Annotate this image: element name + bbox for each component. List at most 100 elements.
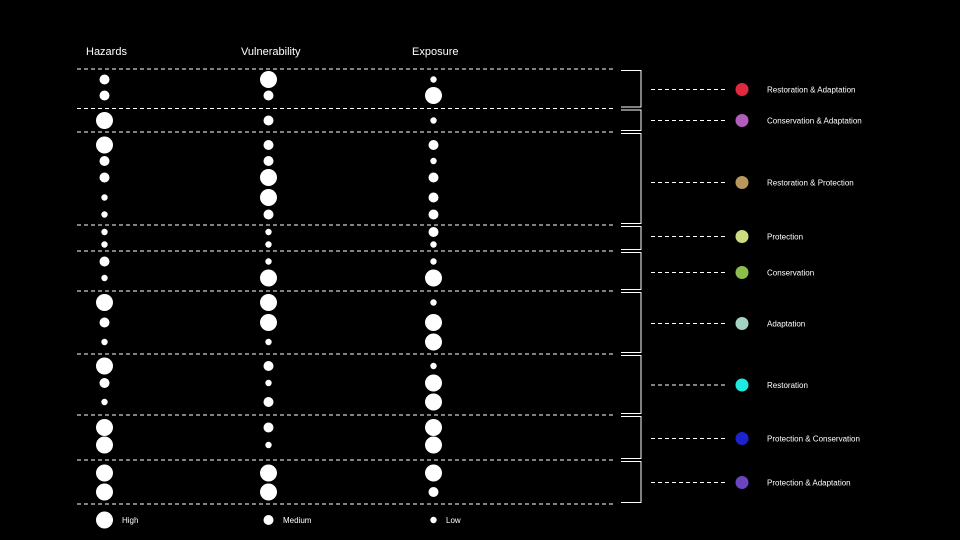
category-color-dot xyxy=(735,176,749,189)
group-bracket xyxy=(621,252,642,290)
hazards-dot-high xyxy=(96,464,113,482)
vulnerability-dot-high xyxy=(260,169,277,186)
category-label: Protection & Adaptation xyxy=(767,479,851,488)
category-color-dot xyxy=(735,317,749,330)
group-bracket xyxy=(621,461,642,503)
category-color-dot xyxy=(735,266,749,279)
exposure-dot-low xyxy=(430,362,437,370)
exposure-dot-medium xyxy=(428,209,439,220)
category-color-dot xyxy=(735,378,749,392)
exposure-dot-medium xyxy=(428,172,439,183)
vulnerability-dot-medium xyxy=(263,209,274,220)
vulnerability-dot-high xyxy=(260,314,277,331)
hazards-header: Hazards xyxy=(86,46,127,58)
group-bracket xyxy=(621,226,642,250)
vulnerability-dot-medium xyxy=(263,115,274,126)
legend-high-label: High xyxy=(122,516,138,525)
hazards-dot-medium xyxy=(99,256,110,267)
category-color-dot xyxy=(735,230,749,243)
vulnerability-dot-low xyxy=(265,241,272,248)
exposure-dot-medium xyxy=(428,140,439,150)
exposure-dot-medium xyxy=(428,227,439,237)
vulnerability-dot-high xyxy=(260,269,277,287)
vulnerability-dot-high xyxy=(260,483,277,501)
vulnerability-dot-low xyxy=(265,338,272,346)
exposure-dot-low xyxy=(430,258,437,265)
exposure-dot-high xyxy=(425,436,442,454)
hazards-dot-high xyxy=(96,436,113,454)
hazards-dot-low xyxy=(101,274,108,282)
category-label: Protection xyxy=(767,233,803,242)
vulnerability-header: Vulnerability xyxy=(241,46,301,58)
hazards-dot-medium xyxy=(99,172,110,183)
hazards-dot-low xyxy=(101,211,108,218)
vulnerability-dot-medium xyxy=(263,140,274,150)
exposure-dot-high xyxy=(425,314,442,331)
vulnerability-dot-high xyxy=(260,189,277,206)
legend-high-dot xyxy=(96,511,113,529)
hazards-dot-high xyxy=(96,357,113,375)
hazards-dot-medium xyxy=(99,317,110,328)
hazards-dot-medium xyxy=(99,74,110,85)
category-label: Conservation xyxy=(767,269,814,278)
group-bracket xyxy=(621,109,642,131)
size-legend: High Medium Low xyxy=(96,511,461,529)
exposure-dot-medium xyxy=(428,192,439,203)
category-label: Restoration & Adaptation xyxy=(767,86,856,95)
diagram-body: Restoration & Adaptation Conservation & A… xyxy=(77,68,862,505)
legend-low-dot xyxy=(430,516,437,524)
exposure-dot-low xyxy=(430,117,437,124)
category-color-dot xyxy=(735,476,749,489)
exposure-dot-high xyxy=(425,333,442,351)
exposure-dot-high xyxy=(425,464,442,482)
hazards-dot-medium xyxy=(99,90,110,101)
vulnerability-dot-high xyxy=(260,71,277,88)
vulnerability-dot-medium xyxy=(263,156,274,166)
vulnerability-dot-low xyxy=(265,441,272,449)
exposure-dot-high xyxy=(425,419,442,436)
hazards-dot-low xyxy=(101,241,108,248)
exposure-dot-high xyxy=(425,374,442,392)
hazards-dot-high xyxy=(96,136,113,154)
category-label: Protection & Conservation xyxy=(767,435,860,444)
hazards-dot-low xyxy=(101,228,108,236)
category-color-dot xyxy=(735,83,749,96)
vulnerability-dot-low xyxy=(265,379,272,387)
exposure-dot-high xyxy=(425,393,442,411)
hazards-dot-low xyxy=(101,194,108,201)
group-bracket xyxy=(621,416,642,459)
legend-medium-label: Medium xyxy=(283,516,312,525)
legend-medium-dot xyxy=(263,515,274,525)
vulnerability-dot-low xyxy=(265,258,272,265)
category-label: Restoration xyxy=(767,381,808,390)
vulnerability-dot-medium xyxy=(263,361,274,371)
vulnerability-dot-low xyxy=(265,228,272,236)
category-color-dot xyxy=(735,432,749,445)
exposure-dot-low xyxy=(430,157,437,165)
exposure-header: Exposure xyxy=(412,46,458,58)
category-color-dot xyxy=(735,114,749,127)
hazards-dot-low xyxy=(101,338,108,346)
hazards-dot-low xyxy=(101,398,108,406)
vulnerability-dot-high xyxy=(260,294,277,311)
category-label: Conservation & Adaptation xyxy=(767,117,862,126)
exposure-dot-medium xyxy=(428,487,439,497)
legend-low-label: Low xyxy=(446,516,461,525)
exposure-dot-low xyxy=(430,241,437,248)
category-label: Adaptation xyxy=(767,320,805,329)
hazards-dot-high xyxy=(96,294,113,311)
category-label: Restoration & Protection xyxy=(767,179,854,188)
hazards-dot-high xyxy=(96,483,113,501)
exposure-dot-high xyxy=(425,269,442,287)
vulnerability-dot-medium xyxy=(263,397,274,407)
exposure-dot-low xyxy=(430,299,437,306)
hazards-dot-high xyxy=(96,112,113,129)
hazards-dot-medium xyxy=(99,156,110,166)
group-bracket xyxy=(621,292,642,353)
vulnerability-dot-medium xyxy=(263,90,274,101)
hazards-dot-high xyxy=(96,419,113,436)
vulnerability-dot-medium xyxy=(263,422,274,433)
exposure-dot-low xyxy=(430,76,437,83)
hazards-dot-medium xyxy=(99,378,110,388)
